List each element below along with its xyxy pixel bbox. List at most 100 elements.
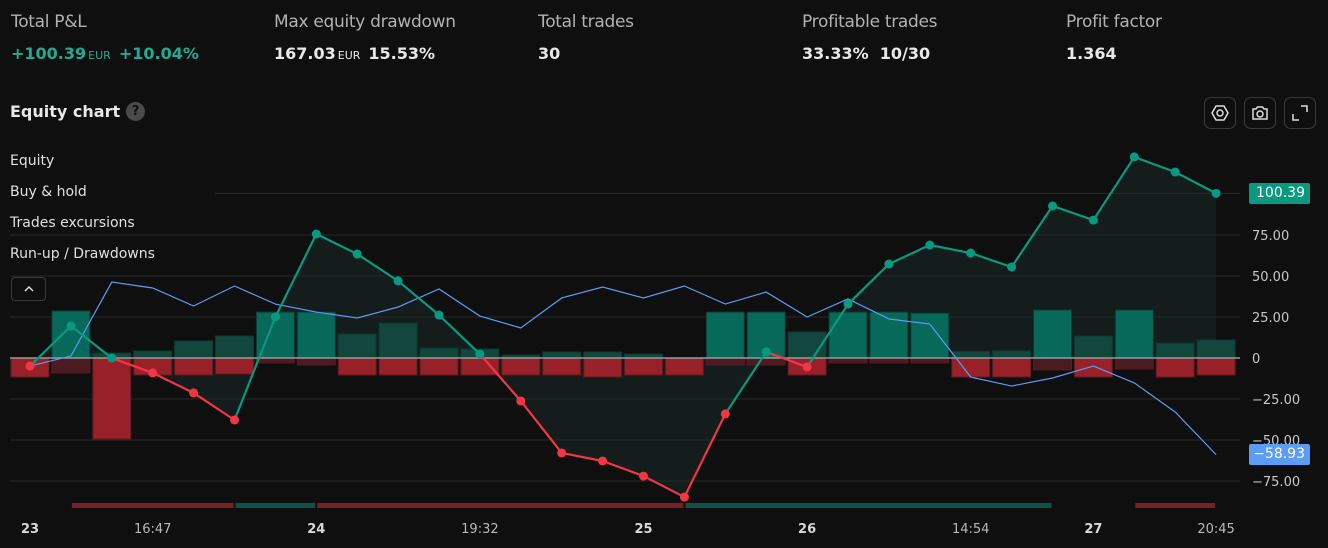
equity-line-segment (561, 451, 603, 463)
equity-point (516, 396, 526, 406)
help-icon[interactable]: ? (126, 102, 146, 121)
equity-last-value-tag: 100.39 (1249, 183, 1310, 204)
equity-line-segment (888, 244, 931, 266)
equity-line-segment (1052, 204, 1094, 222)
stat-label: Max equity drawdown (274, 12, 456, 32)
equity-line-segment (602, 459, 644, 478)
screenshot-button[interactable] (1244, 97, 1276, 129)
drawdown-bar (746, 357, 786, 366)
stat-total-pnl: Total P&L +100.39 EUR +10.04% (11, 12, 199, 63)
settings-icon (1211, 105, 1229, 121)
equity-point (1170, 167, 1180, 177)
drawdown-bar (337, 357, 377, 376)
runup-bar (869, 311, 909, 359)
equity-line-segment (519, 400, 563, 454)
drawdown-bar (1033, 357, 1072, 371)
equity-line-segment (356, 253, 399, 282)
runup-bar (787, 331, 827, 359)
equity-line-segment (683, 413, 727, 498)
drawdown-bar (501, 357, 541, 376)
stat-label: Total trades (538, 12, 634, 32)
equity-line-segment (29, 325, 72, 367)
y-tick-label: 0 (1252, 352, 1260, 367)
equity-point (557, 448, 567, 458)
equity-point (1211, 188, 1221, 198)
drawdown-bar (542, 357, 582, 376)
stat-percent: +10.04% (118, 44, 199, 63)
drawdown-bar (1196, 357, 1236, 376)
drawdown-bar (624, 357, 663, 376)
equity-point (1088, 215, 1098, 225)
equity-point (802, 362, 812, 372)
x-tick-label: 24 (307, 522, 325, 537)
stat-max-drawdown: Max equity drawdown 167.03 EUR 15.53% (274, 12, 456, 63)
equity-point (230, 415, 239, 425)
runup-bar (419, 347, 459, 359)
drawdown-bar (1155, 357, 1195, 378)
equity-point (189, 388, 199, 398)
equity-point (475, 349, 485, 359)
runup-bar (583, 351, 623, 359)
runup-bar (378, 322, 418, 359)
equity-point (393, 276, 403, 286)
stat-label: Profit factor (1066, 12, 1162, 32)
equity-point (720, 409, 730, 419)
runup-bar (215, 335, 254, 359)
equity-line-segment (192, 392, 236, 421)
legend-runup-drawdowns[interactable]: Run-up / Drawdowns (10, 246, 155, 262)
x-tick-label: 16:47 (134, 522, 171, 537)
drawdown-bar (992, 357, 1032, 378)
x-tick-label: 26 (798, 522, 816, 537)
y-tick-label: 75.00 (1252, 229, 1289, 244)
equity-line-segment (274, 233, 318, 318)
fullscreen-button[interactable] (1284, 97, 1316, 129)
equity-point (270, 312, 280, 322)
equity-line-segment (1133, 155, 1176, 174)
runup-bar (1155, 342, 1195, 359)
equity-point (679, 492, 689, 502)
runup-bar (51, 310, 91, 359)
legend-buy-hold[interactable]: Buy & hold (10, 184, 87, 200)
stat-value: 33.33% 10/30 (802, 44, 931, 63)
equity-line-segment (724, 351, 768, 415)
chevron-up-icon (23, 285, 34, 292)
y-tick-label: −25.00 (1252, 393, 1300, 408)
runup-bar (296, 311, 336, 359)
equity-point (25, 361, 35, 371)
x-tick-label: 19:32 (461, 522, 498, 537)
stat-currency: EUR (337, 49, 361, 62)
equity-point (1007, 262, 1017, 272)
stat-percent: 15.53% (368, 44, 436, 63)
x-tick-label: 25 (634, 522, 652, 537)
y-tick-label: 50.00 (1252, 270, 1289, 285)
period-strip-drawdown (317, 503, 684, 508)
runup-bar (951, 350, 991, 359)
runup-bar (542, 351, 582, 359)
equity-point (148, 368, 158, 378)
equity-point (598, 456, 608, 466)
stat-value: 1.364 (1066, 44, 1117, 63)
equity-line-segment (479, 353, 522, 402)
settings-button[interactable] (1204, 97, 1236, 129)
stat-value: +100.39 (11, 44, 87, 63)
equity-line-segment (70, 325, 113, 359)
camera-icon (1252, 106, 1268, 120)
period-strip-runup (685, 503, 1052, 508)
equity-line-segment (765, 350, 808, 369)
runup-bar (337, 333, 377, 359)
y-tick-label: 25.00 (1252, 311, 1289, 326)
stat-label: Total P&L (11, 12, 87, 32)
legend-equity[interactable]: Equity (10, 153, 55, 169)
buy-hold-line (29, 281, 1217, 456)
collapse-legend-button[interactable] (11, 277, 46, 301)
equity-point (843, 299, 853, 309)
equity-line-segment (929, 243, 971, 255)
runup-bar (1073, 335, 1113, 359)
drawdown-bar (951, 357, 991, 378)
legend-trades-excursions[interactable]: Trades excursions (10, 215, 135, 231)
equity-point (966, 248, 976, 258)
fullscreen-icon (1292, 105, 1308, 121)
x-tick-label: 27 (1084, 522, 1102, 537)
drawdown-bar (1073, 357, 1113, 378)
